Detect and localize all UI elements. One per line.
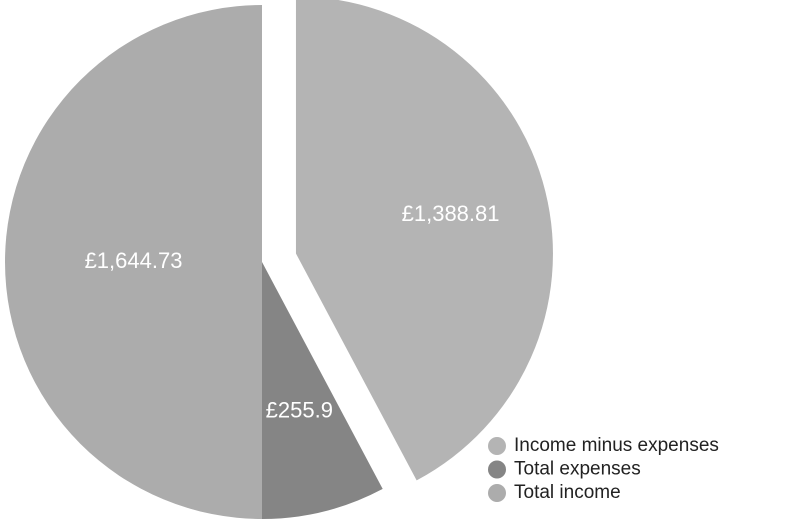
legend-swatch xyxy=(488,437,506,455)
legend-label: Income minus expenses xyxy=(514,435,719,456)
legend-label: Total expenses xyxy=(514,459,641,480)
pie-slice xyxy=(5,5,262,519)
pie-slice xyxy=(262,262,383,519)
legend-swatch xyxy=(488,484,506,502)
value-label: £1,644.73 xyxy=(85,248,183,273)
value-label: £255.9 xyxy=(266,397,333,422)
pie-slice xyxy=(295,0,553,481)
legend-label: Total income xyxy=(514,482,621,503)
legend-swatch xyxy=(488,460,506,479)
value-label: £1,388.81 xyxy=(402,201,500,226)
